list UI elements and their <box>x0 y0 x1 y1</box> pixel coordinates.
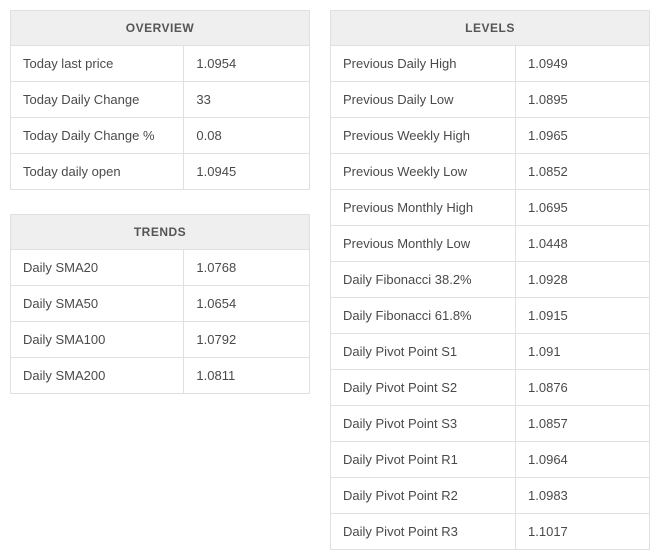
row-label: Daily Pivot Point S3 <box>331 406 516 442</box>
row-label: Daily Pivot Point R1 <box>331 442 516 478</box>
row-value: 1.0811 <box>184 358 310 394</box>
table-row: Today daily open1.0945 <box>11 154 310 190</box>
table-row: Daily Fibonacci 38.2%1.0928 <box>331 262 650 298</box>
table-row: Daily Pivot Point S11.091 <box>331 334 650 370</box>
row-label: Daily Pivot Point R2 <box>331 478 516 514</box>
left-column: OVERVIEW Today last price1.0954Today Dai… <box>10 10 310 394</box>
table-row: Previous Monthly High1.0695 <box>331 190 650 226</box>
row-label: Today daily open <box>11 154 184 190</box>
row-value: 1.0857 <box>516 406 650 442</box>
row-label: Previous Monthly High <box>331 190 516 226</box>
table-row: Today last price1.0954 <box>11 46 310 82</box>
row-value: 1.0895 <box>516 82 650 118</box>
row-value: 33 <box>184 82 310 118</box>
row-label: Daily Fibonacci 38.2% <box>331 262 516 298</box>
trends-header: TRENDS <box>11 215 310 250</box>
row-label: Previous Weekly Low <box>331 154 516 190</box>
row-value: 1.0448 <box>516 226 650 262</box>
row-value: 1.091 <box>516 334 650 370</box>
overview-header: OVERVIEW <box>11 11 310 46</box>
table-row: Today Daily Change33 <box>11 82 310 118</box>
row-label: Today Daily Change <box>11 82 184 118</box>
row-value: 1.0915 <box>516 298 650 334</box>
row-label: Daily Pivot Point S2 <box>331 370 516 406</box>
row-label: Daily Pivot Point S1 <box>331 334 516 370</box>
trends-table: TRENDS Daily SMA201.0768Daily SMA501.065… <box>10 214 310 394</box>
tables-container: OVERVIEW Today last price1.0954Today Dai… <box>10 10 650 550</box>
row-value: 1.0695 <box>516 190 650 226</box>
row-value: 0.08 <box>184 118 310 154</box>
right-column: LEVELS Previous Daily High1.0949Previous… <box>330 10 650 550</box>
row-label: Daily SMA100 <box>11 322 184 358</box>
table-row: Previous Weekly High1.0965 <box>331 118 650 154</box>
table-row: Previous Weekly Low1.0852 <box>331 154 650 190</box>
row-label: Today Daily Change % <box>11 118 184 154</box>
row-value: 1.0964 <box>516 442 650 478</box>
trends-body: Daily SMA201.0768Daily SMA501.0654Daily … <box>11 250 310 394</box>
row-label: Previous Weekly High <box>331 118 516 154</box>
row-value: 1.0768 <box>184 250 310 286</box>
table-row: Daily Pivot Point R11.0964 <box>331 442 650 478</box>
table-row: Daily Pivot Point S21.0876 <box>331 370 650 406</box>
table-row: Daily Pivot Point R21.0983 <box>331 478 650 514</box>
table-row: Daily Pivot Point S31.0857 <box>331 406 650 442</box>
row-label: Daily Fibonacci 61.8% <box>331 298 516 334</box>
row-value: 1.0945 <box>184 154 310 190</box>
row-label: Previous Monthly Low <box>331 226 516 262</box>
row-label: Today last price <box>11 46 184 82</box>
overview-body: Today last price1.0954Today Daily Change… <box>11 46 310 190</box>
row-value: 1.0983 <box>516 478 650 514</box>
row-value: 1.0876 <box>516 370 650 406</box>
levels-header: LEVELS <box>331 11 650 46</box>
table-row: Daily Fibonacci 61.8%1.0915 <box>331 298 650 334</box>
table-row: Daily SMA2001.0811 <box>11 358 310 394</box>
row-value: 1.0949 <box>516 46 650 82</box>
table-row: Today Daily Change %0.08 <box>11 118 310 154</box>
row-value: 1.0852 <box>516 154 650 190</box>
row-value: 1.0654 <box>184 286 310 322</box>
levels-body: Previous Daily High1.0949Previous Daily … <box>331 46 650 550</box>
row-label: Daily SMA20 <box>11 250 184 286</box>
table-row: Daily SMA1001.0792 <box>11 322 310 358</box>
row-label: Previous Daily Low <box>331 82 516 118</box>
row-label: Daily SMA200 <box>11 358 184 394</box>
row-label: Daily Pivot Point R3 <box>331 514 516 550</box>
levels-table: LEVELS Previous Daily High1.0949Previous… <box>330 10 650 550</box>
table-row: Previous Monthly Low1.0448 <box>331 226 650 262</box>
row-value: 1.1017 <box>516 514 650 550</box>
table-row: Previous Daily High1.0949 <box>331 46 650 82</box>
row-value: 1.0954 <box>184 46 310 82</box>
row-label: Previous Daily High <box>331 46 516 82</box>
row-value: 1.0965 <box>516 118 650 154</box>
row-label: Daily SMA50 <box>11 286 184 322</box>
table-row: Previous Daily Low1.0895 <box>331 82 650 118</box>
table-row: Daily SMA501.0654 <box>11 286 310 322</box>
row-value: 1.0928 <box>516 262 650 298</box>
table-row: Daily SMA201.0768 <box>11 250 310 286</box>
table-row: Daily Pivot Point R31.1017 <box>331 514 650 550</box>
overview-table: OVERVIEW Today last price1.0954Today Dai… <box>10 10 310 190</box>
row-value: 1.0792 <box>184 322 310 358</box>
